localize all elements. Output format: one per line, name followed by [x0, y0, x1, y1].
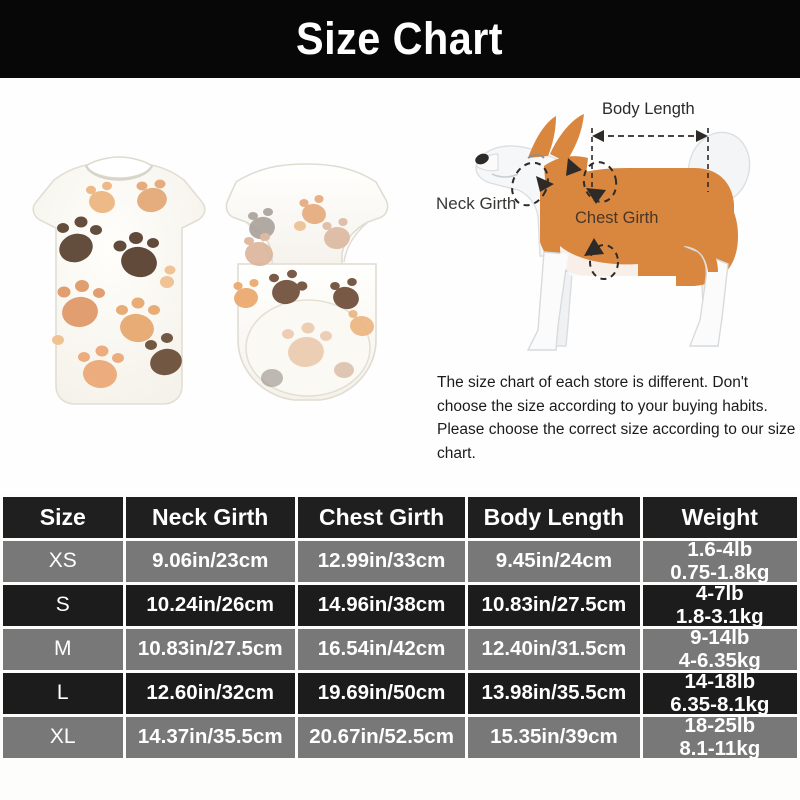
table-header-row: Size Neck Girth Chest Girth Body Length …: [0, 497, 800, 538]
cell-weight: 1.6-4lb 0.75-1.8kg: [642, 537, 797, 584]
dog-measurement-diagram: Body Length Neck Girth Chest Girth: [432, 96, 792, 358]
table-row: XL 14.37in/35.5cm 20.67in/52.5cm 15.35in…: [0, 713, 800, 760]
column-header-body-length: Body Length: [468, 497, 640, 538]
cell-chest-girth: 16.54in/42cm: [297, 629, 466, 670]
cell-weight-lb: 9-14lb: [690, 625, 750, 649]
cell-body-length: 15.35in/39cm: [468, 717, 640, 758]
table-row: XS 9.06in/23cm 12.99in/33cm 9.45in/24cm …: [0, 537, 800, 584]
title-banner: Size Chart: [0, 0, 800, 78]
cell-weight-lb: 1.6-4lb: [687, 537, 753, 561]
cell-weight-lb: 4-7lb: [695, 581, 744, 605]
cell-weight-lb: 18-25lb: [684, 713, 756, 737]
table-row: S 10.24in/26cm 14.96in/38cm 10.83in/27.5…: [0, 581, 800, 628]
table-row: M 10.83in/27.5cm 16.54in/42cm 12.40in/31…: [0, 625, 800, 672]
cell-weight: 9-14lb 4-6.35kg: [642, 625, 797, 672]
cell-chest-girth: 20.67in/52.5cm: [297, 717, 466, 758]
cell-size: XS: [3, 541, 123, 582]
cell-chest-girth: 14.96in/38cm: [297, 585, 466, 626]
cell-weight-lb: 14-18lb: [684, 669, 756, 693]
cell-chest-girth: 19.69in/50cm: [297, 673, 466, 714]
cell-weight-kg: 1.8-3.1kg: [675, 604, 764, 628]
cell-weight-kg: 0.75-1.8kg: [670, 560, 770, 584]
cell-weight-kg: 4-6.35kg: [678, 648, 761, 672]
column-header-chest-girth: Chest Girth: [297, 497, 466, 538]
product-photo-front: [24, 150, 214, 415]
cell-body-length: 10.83in/27.5cm: [468, 585, 640, 626]
diagram-label-chest-girth: Chest Girth: [575, 209, 659, 227]
cell-neck-girth: 10.83in/27.5cm: [125, 629, 295, 670]
cell-weight: 14-18lb 6.35-8.1kg: [642, 669, 797, 716]
diagram-label-neck-girth: Neck Girth: [436, 194, 517, 213]
cell-neck-girth: 12.60in/32cm: [125, 673, 295, 714]
column-header-weight: Weight: [642, 497, 797, 538]
page-title: Size Chart: [296, 13, 504, 64]
cell-size: L: [3, 673, 123, 714]
cell-neck-girth: 14.37in/35.5cm: [125, 717, 295, 758]
cell-weight: 4-7lb 1.8-3.1kg: [642, 581, 797, 628]
cell-weight-kg: 8.1-11kg: [679, 736, 761, 760]
size-table: Size Neck Girth Chest Girth Body Length …: [0, 497, 800, 761]
content-area: Body Length Neck Girth Chest Girth The s…: [0, 78, 800, 493]
cell-weight: 18-25lb 8.1-11kg: [642, 713, 797, 760]
table-row: L 12.60in/32cm 19.69in/50cm 13.98in/35.5…: [0, 669, 800, 716]
cell-size: XL: [3, 717, 123, 758]
cell-neck-girth: 10.24in/26cm: [125, 585, 295, 626]
cell-body-length: 9.45in/24cm: [468, 541, 640, 582]
size-chart-note: The size chart of each store is differen…: [437, 374, 796, 462]
cell-weight-kg: 6.35-8.1kg: [670, 692, 770, 716]
cell-size: M: [3, 629, 123, 670]
cell-chest-girth: 12.99in/33cm: [297, 541, 466, 582]
diagram-label-body-length: Body Length: [602, 100, 695, 118]
product-photo-back: [216, 156, 398, 411]
column-header-size: Size: [3, 497, 123, 538]
cell-body-length: 12.40in/31.5cm: [468, 629, 640, 670]
column-header-neck-girth: Neck Girth: [125, 497, 295, 538]
cell-size: S: [3, 585, 123, 626]
cell-neck-girth: 9.06in/23cm: [125, 541, 295, 582]
cell-body-length: 13.98in/35.5cm: [468, 673, 640, 714]
